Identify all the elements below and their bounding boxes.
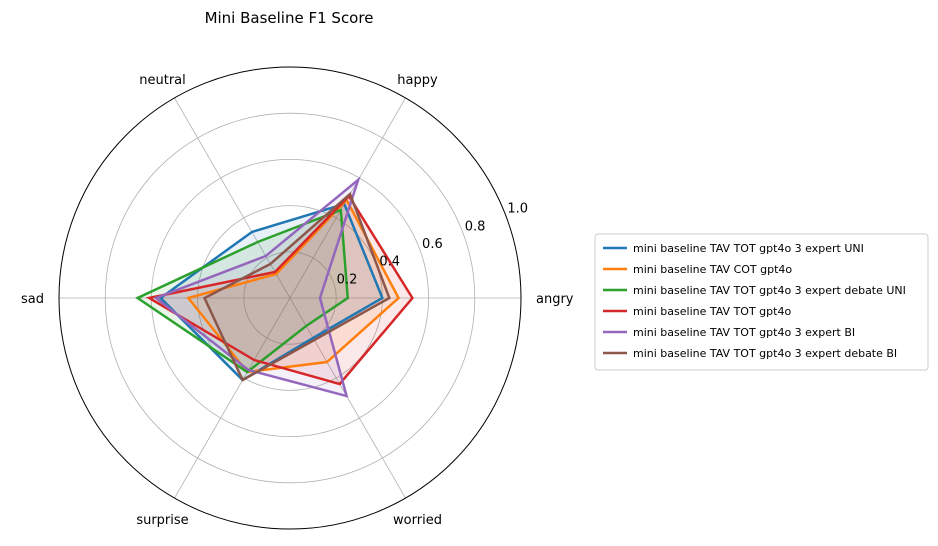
series-lines: [135, 176, 414, 398]
legend-entry: mini baseline TAV TOT gpt4o 3 expert UNI: [633, 242, 864, 255]
legend-box: [594, 233, 929, 371]
legend-entry: mini baseline TAV TOT gpt4o 3 expert deb…: [633, 347, 897, 360]
radial-tick-label: 0.4: [379, 255, 400, 270]
category-label: neutral: [139, 73, 186, 88]
radial-tick-label: 0.6: [422, 237, 443, 252]
series-line: [202, 191, 391, 382]
angular-grid: [59, 97, 521, 499]
legend-entry: mini baseline TAV TOT gpt4o 3 expert BI: [633, 326, 855, 339]
radial-tick-label: 0.2: [337, 272, 358, 287]
series-line: [153, 176, 361, 398]
radial-tick-label: 1.0: [507, 202, 528, 217]
series-fill: [188, 199, 399, 373]
legend-entry: mini baseline TAV COT gpt4o: [633, 263, 792, 276]
category-label: worried: [393, 513, 442, 528]
category-label: sad: [21, 292, 44, 307]
legend-entry: mini baseline TAV TOT gpt4o: [633, 305, 791, 318]
series-fill: [149, 195, 413, 385]
category-label: angry: [536, 292, 574, 307]
legend-entry: mini baseline TAV TOT gpt4o 3 expert deb…: [633, 284, 906, 297]
chart-title: Mini Baseline F1 Score: [205, 9, 374, 27]
polar-frame: [58, 66, 522, 530]
spoke: [174, 297, 291, 499]
category-label: happy: [397, 73, 438, 88]
category-label: surprise: [136, 513, 188, 528]
category-labels: angry happy neutral sad surprise worried: [21, 73, 574, 528]
radial-tick-label: 0.8: [465, 219, 486, 234]
radial-tick-labels: 0.2 0.4 0.6 0.8 1.0: [337, 202, 528, 288]
series-line: [135, 208, 350, 374]
legend: mini baseline TAV TOT gpt4o 3 expert UNI…: [594, 233, 929, 371]
series-fill: [160, 203, 383, 381]
spoke: [289, 297, 406, 499]
